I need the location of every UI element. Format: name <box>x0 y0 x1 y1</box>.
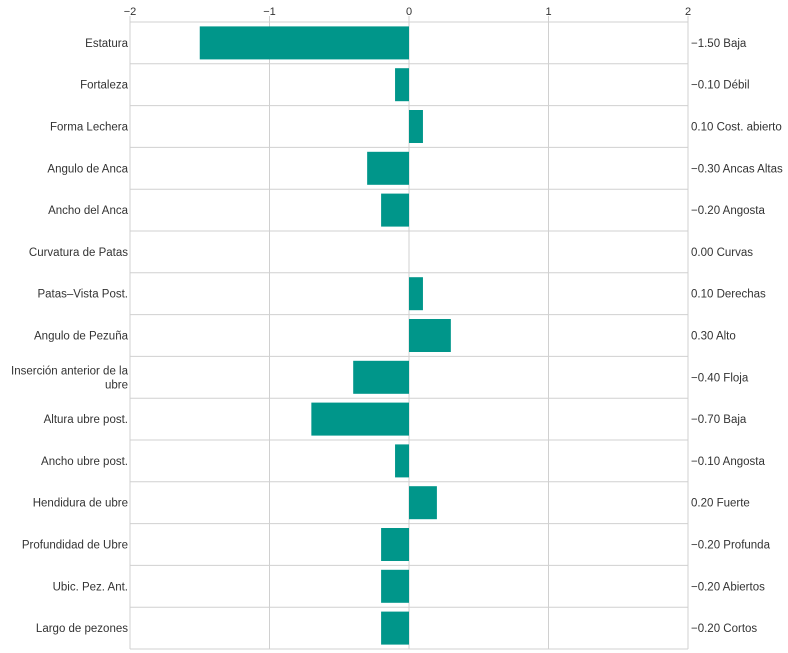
category-label: Fortaleza <box>80 80 129 92</box>
category-label: Angulo de Anca <box>47 163 128 175</box>
x-tick-label: 0 <box>406 6 412 18</box>
bar <box>353 360 409 394</box>
value-label: −0.10 Angosta <box>691 456 765 468</box>
category-label: Hendidura de ubre <box>33 498 128 510</box>
bars <box>199 26 451 645</box>
category-label: Largo de pezones <box>36 623 128 635</box>
value-label: −1.50 Baja <box>691 38 747 50</box>
bar <box>381 569 409 603</box>
value-label: −0.20 Cortos <box>691 623 757 635</box>
category-label: Angulo de Pezuña <box>34 331 129 343</box>
value-label: −0.20 Profunda <box>691 540 771 552</box>
category-label: Forma Lechera <box>50 122 129 134</box>
category-label: Profundidad de Ubre <box>22 540 128 552</box>
bar <box>409 277 423 311</box>
bar <box>381 611 409 645</box>
category-label: Altura ubre post. <box>44 414 128 426</box>
bar <box>395 444 409 478</box>
x-tick-label: −2 <box>124 6 137 18</box>
x-tick-label: 1 <box>545 6 551 18</box>
value-labels: −1.50 Baja −0.10 Débil 0.10 Cost. abierto −… <box>691 38 783 635</box>
value-label: 0.30 Alto <box>691 331 736 343</box>
value-label: −0.40 Floja <box>691 372 749 384</box>
value-label: −0.30 Ancas Altas <box>691 163 783 175</box>
bar <box>381 528 409 561</box>
row-labels: Estatura Fortaleza Forma Lechera Angulo de … <box>11 38 129 635</box>
bar <box>367 151 409 185</box>
bar <box>199 26 409 60</box>
value-label: −0.70 Baja <box>691 414 747 426</box>
value-label: 0.10 Derechas <box>691 289 766 301</box>
value-label: 0.10 Cost. abierto <box>691 122 782 134</box>
bar <box>409 486 437 520</box>
x-tick-label: 2 <box>685 6 691 18</box>
category-label: Ubic. Pez. Ant. <box>53 581 128 593</box>
value-label: −0.20 Abiertos <box>691 581 765 593</box>
category-label: Inserción anterior de la ubre <box>11 365 129 391</box>
bar <box>381 193 409 227</box>
category-label: Curvatura de Patas <box>29 247 128 259</box>
value-label: −0.10 Débil <box>691 80 750 92</box>
bar <box>409 110 423 143</box>
category-label: Estatura <box>85 38 128 50</box>
value-label: 0.00 Curvas <box>691 247 753 259</box>
x-tick-label: −1 <box>263 6 276 18</box>
bar <box>409 319 451 352</box>
value-label: −0.20 Angosta <box>691 205 765 217</box>
x-axis-ticks: −2 −1 0 1 2 <box>124 6 691 18</box>
grid <box>129 16 689 650</box>
category-label: Patas–Vista Post. <box>37 289 128 301</box>
value-label: 0.20 Fuerte <box>691 498 750 510</box>
bar <box>311 402 409 436</box>
category-label: Ancho del Anca <box>48 205 129 217</box>
category-label: Ancho ubre post. <box>41 456 128 468</box>
bar <box>395 68 409 102</box>
